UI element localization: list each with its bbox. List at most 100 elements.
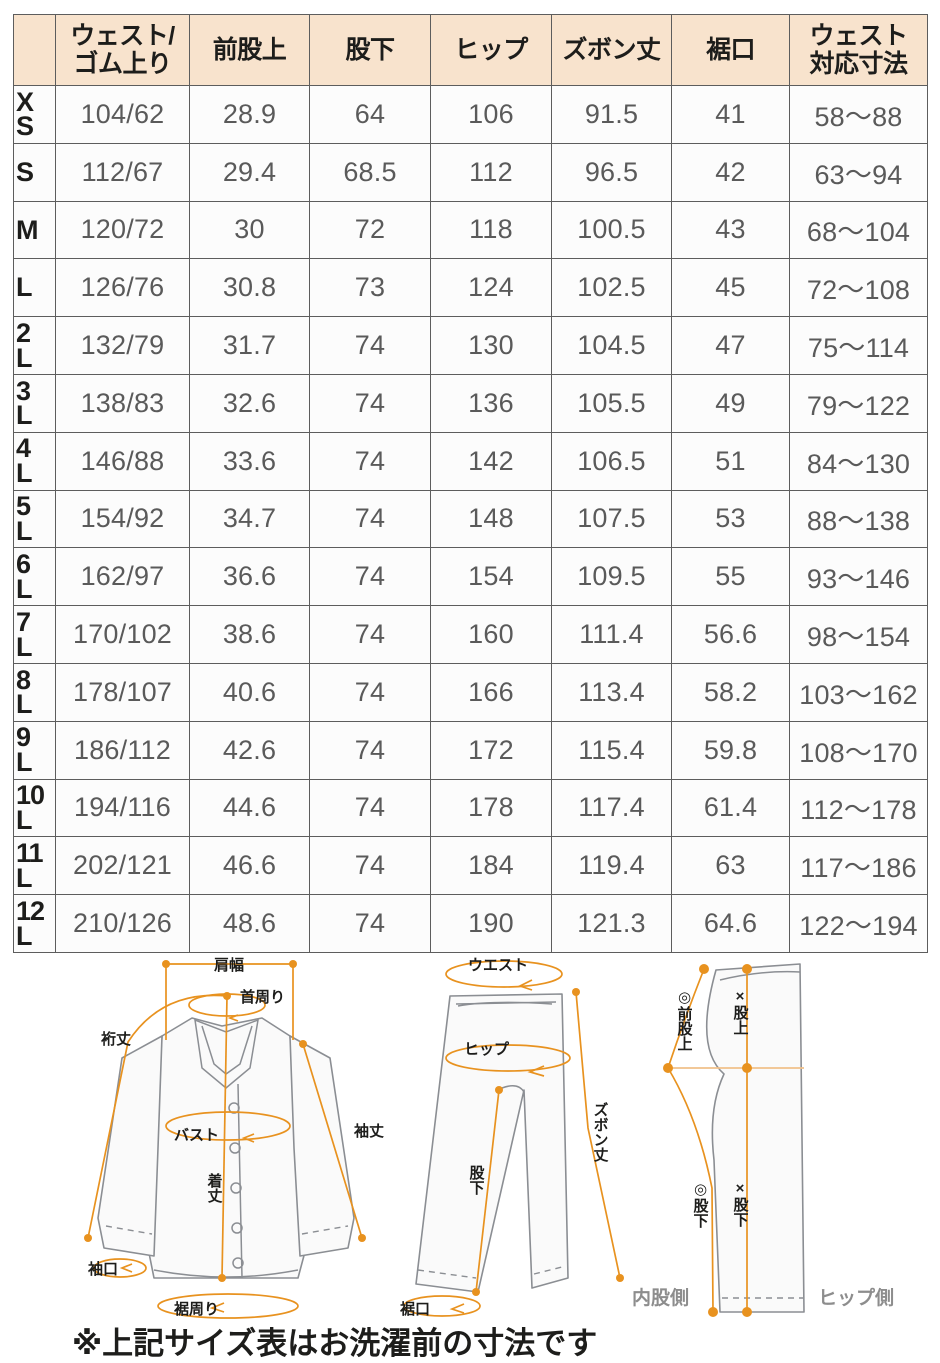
table-row: 11 L 202/121 46.6 74 184 119.4 63 117〜186 [13,836,928,896]
jacket-label-cuff: 袖口 [87,1260,118,1278]
jacket-button [231,1222,243,1234]
cell-pants_len: 105.5 [551,373,672,433]
cell-hip: 166 [430,662,552,722]
measure-dot [742,964,752,974]
cell-front_rise: 48.6 [189,894,310,953]
body-length-measure [221,995,228,1279]
cell-hip: 160 [430,605,552,664]
cell-front_rise: 32.6 [189,373,310,433]
cell-hem: 49 [671,373,790,433]
pants-fly-detail [457,1001,553,1007]
table-row: L 126/76 30.8 73 124 102.5 45 72〜108 [13,258,928,318]
inseam-circle-measure [667,1067,714,1313]
pattern-label-hip-side: ヒップ側 [818,1286,894,1309]
table-row: M 120/72 30 72 118 100.5 43 68〜104 [13,200,928,260]
cell-waist_fit: 68〜104 [789,200,928,260]
pants-measurement-diagram: ウエスト ヒップ ズボン丈 股下 裾口 [399,957,624,1318]
jacket-label-sleeve-span: 裄丈 [101,1030,131,1048]
cell-front_rise: 29.4 [189,142,310,202]
cell-hem: 64.6 [671,894,790,953]
measure-dot [358,1234,366,1242]
jacket-label-sleeve-length: 袖丈 [353,1122,384,1140]
cell-pants_len: 109.5 [551,547,672,607]
bust-arrowhead [241,1133,255,1143]
cell-hem: 61.4 [671,778,790,838]
hip-measure [445,1044,571,1072]
size-label-line: 3 [16,375,31,406]
neck-arrowhead [227,1014,239,1022]
size-label-line: L [16,689,32,720]
cell-front_rise: 33.6 [189,431,310,491]
size-label-line: L [16,458,32,489]
cell-hip: 118 [430,200,552,260]
footer-note: ※上記サイズ表はお洗濯前の寸法です [72,1326,598,1361]
size-label-cell: L [13,258,56,318]
jacket-label-bust: バスト [174,1127,219,1144]
hem-circumference-measure [157,1293,299,1319]
pattern-label-front-rise: ◎前股上 [676,988,693,1051]
size-label-line: 2 [16,317,31,348]
size-label-line: 4 [16,433,31,464]
cell-hip: 124 [430,258,552,318]
jacket-placket [237,1083,243,1279]
size-label-stack: 10 L [15,782,54,834]
measure-dot [472,1288,480,1296]
pants-label-waist: ウエスト [468,957,528,974]
size-label-line: X [16,86,34,117]
cell-front_rise: 40.6 [189,662,310,722]
cell-front_rise: 34.7 [189,489,310,549]
size-label-line: 12 [16,895,45,926]
cell-waist_gum: 104/62 [55,85,190,144]
measure-dot [299,1040,307,1048]
measure-dot [289,960,297,968]
cell-waist_gum: 138/83 [55,373,190,433]
cell-pants_len: 111.4 [551,605,672,664]
cell-inseam: 74 [309,778,431,838]
cell-waist_fit: 108〜170 [789,720,928,780]
cell-waist_fit: 98〜154 [789,605,928,664]
jacket-right-sleeve [289,1035,355,1257]
inseam-measure [475,1089,500,1293]
cell-inseam: 74 [309,894,431,953]
cell-pants_len: 107.5 [551,489,672,549]
cell-hip: 172 [430,720,552,780]
hip-arrowhead [527,1065,545,1077]
cell-hip: 148 [430,489,552,549]
cell-waist_fit: 72〜108 [789,258,928,318]
measure-dot [495,1086,503,1094]
column-header-inseam: 股下 [309,14,431,86]
cell-hip: 154 [430,547,552,607]
size-label-stack: 11 L [15,837,54,892]
cell-hip: 190 [430,894,552,953]
size-label-stack: S [15,158,54,185]
cell-pants_len: 113.4 [551,662,672,722]
bust-measure [165,1111,291,1141]
size-label-cell: M [13,200,56,260]
size-label-line: L [16,342,32,373]
cell-front_rise: 31.7 [189,316,310,375]
size-label-cell: S [13,142,56,202]
cell-front_rise: 46.6 [189,836,310,896]
size-label-line: L [16,272,32,303]
column-header-waist-fit: ウェスト 対応寸法 [789,14,928,86]
column-header-size [13,14,56,86]
cell-inseam: 74 [309,720,431,780]
size-label-line: 11 [16,837,44,868]
cell-inseam: 74 [309,431,431,491]
column-header-front-rise: 前股上 [189,14,310,86]
measure-dot [84,1234,92,1242]
cell-hem: 58.2 [671,662,790,722]
cell-inseam: 74 [309,373,431,433]
cell-hem: 56.6 [671,605,790,664]
cell-waist_fit: 93〜146 [789,547,928,607]
hem-opening-arrowhead [449,1303,465,1314]
jacket-measurement-diagram: 肩幅 首周り 裄丈 袖丈 バスト 着丈 袖口 裾周り [84,956,384,1319]
pants-shape [415,993,569,1293]
cell-hem: 42 [671,142,790,202]
